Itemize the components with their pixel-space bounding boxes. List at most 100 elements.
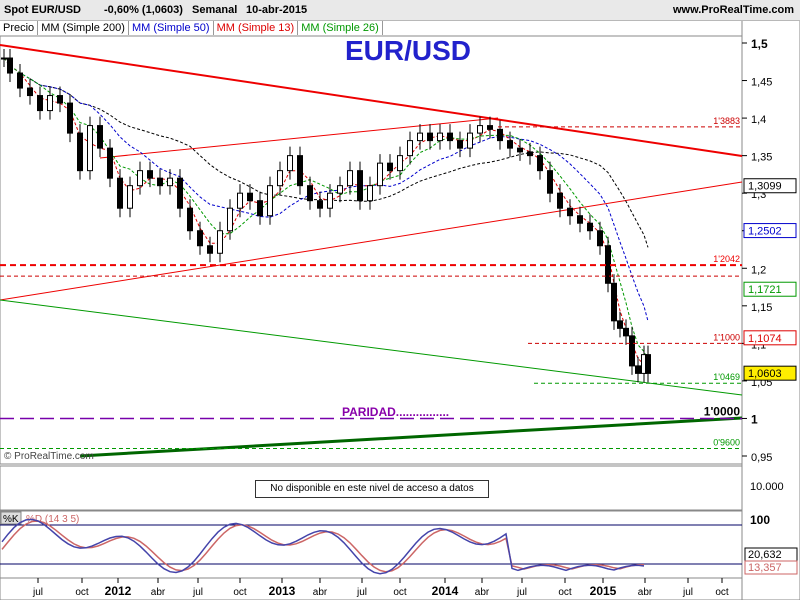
right-axis-frame bbox=[741, 19, 800, 600]
candle-down bbox=[27, 87, 33, 97]
axis-badge-label: 1,2502 bbox=[748, 226, 782, 238]
y-tick-label: 1,5 bbox=[751, 37, 768, 51]
price-panel-frame bbox=[0, 35, 743, 465]
stoch-d-label: %D (14 3 5) bbox=[26, 514, 79, 525]
candle-up bbox=[367, 185, 373, 202]
stoch-badge: 13,357 bbox=[744, 560, 798, 575]
candle-down bbox=[623, 327, 629, 337]
x-tick-label: jul bbox=[682, 587, 693, 598]
axis-badge: 1,1074 bbox=[743, 330, 797, 346]
x-axis: jul oct 2012 abr jul oct 2013 abr jul oct 2014 abr j… bbox=[32, 578, 729, 598]
candle-up bbox=[1, 57, 7, 60]
x-tick-label: 2015 bbox=[590, 584, 617, 598]
candle-down bbox=[297, 155, 303, 187]
stoch-k-line bbox=[1, 518, 645, 575]
candle-down bbox=[597, 230, 603, 247]
candle-down bbox=[557, 192, 563, 209]
candle-up bbox=[397, 155, 403, 172]
x-tick-label: oct bbox=[75, 587, 89, 598]
axis-badge-label: 1,0603 bbox=[748, 368, 782, 380]
stoch-k-tab bbox=[0, 511, 22, 525]
axis-badge: 1,3099 bbox=[743, 178, 797, 194]
y-tick-label: 1,4 bbox=[751, 114, 766, 126]
candle-down bbox=[257, 200, 263, 217]
y-tick-label: 1 bbox=[751, 412, 758, 426]
stoch-k-label: %K bbox=[3, 514, 19, 525]
candle-down bbox=[605, 245, 611, 284]
x-tick-label: oct bbox=[558, 587, 572, 598]
x-tick-label: jul bbox=[192, 587, 203, 598]
indicator-legend: Precio MM (Simple 200) MM (Simple 50) MM (S… bbox=[0, 21, 383, 35]
stoch-badge-box bbox=[744, 560, 798, 575]
legend-ma13[interactable]: MM (Simple 13) bbox=[213, 21, 299, 35]
candle-up bbox=[127, 185, 133, 209]
top-bar: Spot EUR/USD -0,60% (1,0603) Semanal 10-… bbox=[0, 0, 800, 21]
legend-ma50[interactable]: MM (Simple 50) bbox=[128, 21, 214, 35]
stoch-header: %K %D (14 3 5) bbox=[0, 511, 79, 525]
trend-line bbox=[0, 299, 743, 396]
candle-down bbox=[37, 95, 43, 112]
legend-price[interactable]: Precio bbox=[0, 21, 39, 35]
candle-up bbox=[227, 207, 233, 232]
site-link[interactable]: www.ProRealTime.com bbox=[672, 4, 794, 16]
candle-down bbox=[107, 147, 113, 179]
candle-down bbox=[117, 177, 123, 209]
candle-up bbox=[137, 170, 143, 187]
candle-down bbox=[587, 222, 593, 232]
axis-badge-label: 1,1074 bbox=[748, 333, 782, 345]
x-tick-label: jul bbox=[356, 587, 367, 598]
x-tick-label: abr bbox=[475, 587, 490, 598]
candle-down bbox=[157, 177, 163, 187]
x-axis-frame bbox=[0, 577, 743, 600]
x-tick-label: 2013 bbox=[269, 584, 296, 598]
trend-line bbox=[0, 44, 743, 157]
price-change: -0,60% (1,0603) bbox=[104, 4, 183, 16]
x-tick-label: jul bbox=[516, 587, 527, 598]
candle-down bbox=[197, 230, 203, 247]
volume-y-tick-label: 10.000 bbox=[750, 481, 784, 493]
paridad-annotation: PARIDAD................ bbox=[342, 405, 449, 419]
trend-line bbox=[79, 416, 743, 458]
level-label: 1'0000 bbox=[704, 404, 741, 418]
axis-badge-box bbox=[743, 330, 797, 346]
candle-up bbox=[217, 230, 223, 254]
candle-down bbox=[635, 365, 641, 374]
trend-line bbox=[0, 181, 743, 301]
stoch-badge-label: 13,357 bbox=[748, 562, 782, 574]
candle-up bbox=[477, 125, 483, 134]
stoch-badge: 20,632 bbox=[744, 547, 798, 562]
candle-down bbox=[77, 132, 83, 172]
instrument-name[interactable]: Spot EUR/USD bbox=[4, 4, 81, 16]
candle-up bbox=[437, 132, 443, 142]
candle-down bbox=[7, 57, 13, 74]
candle-down bbox=[645, 354, 651, 374]
levels: 1'3883 1'2042 1'1000 1'0469 1'0000 0'9600 bbox=[0, 116, 742, 449]
x-tick-label: 2012 bbox=[105, 584, 132, 598]
x-tick-label: jul bbox=[32, 587, 43, 598]
candle-down bbox=[447, 132, 453, 142]
axis-badge-box bbox=[743, 281, 797, 297]
trend-line bbox=[99, 117, 499, 159]
candle-down bbox=[17, 72, 23, 89]
candle-down bbox=[611, 282, 617, 322]
period[interactable]: Semanal bbox=[192, 4, 238, 16]
candle-down bbox=[537, 155, 543, 172]
candle-down bbox=[247, 192, 253, 202]
candle-down bbox=[629, 335, 635, 367]
x-tick-label: 2014 bbox=[432, 584, 459, 598]
axis-badge-box bbox=[743, 365, 797, 381]
y-tick-label: 1,45 bbox=[751, 77, 772, 89]
candle-up bbox=[277, 170, 283, 187]
candle-down bbox=[427, 132, 433, 142]
y-tick-label: 0,95 bbox=[751, 452, 772, 464]
candle-up bbox=[337, 185, 343, 194]
candle-down bbox=[457, 140, 463, 149]
candle-down bbox=[517, 147, 523, 153]
candle-up bbox=[327, 192, 333, 209]
x-tick-label: abr bbox=[313, 587, 328, 598]
x-tick-label: abr bbox=[151, 587, 166, 598]
legend-ma26[interactable]: MM (Simple 26) bbox=[298, 21, 383, 35]
legend-ma200[interactable]: MM (Simple 200) bbox=[38, 21, 129, 35]
candle-down bbox=[567, 207, 573, 217]
y-tick-label: 1,35 bbox=[751, 152, 772, 164]
